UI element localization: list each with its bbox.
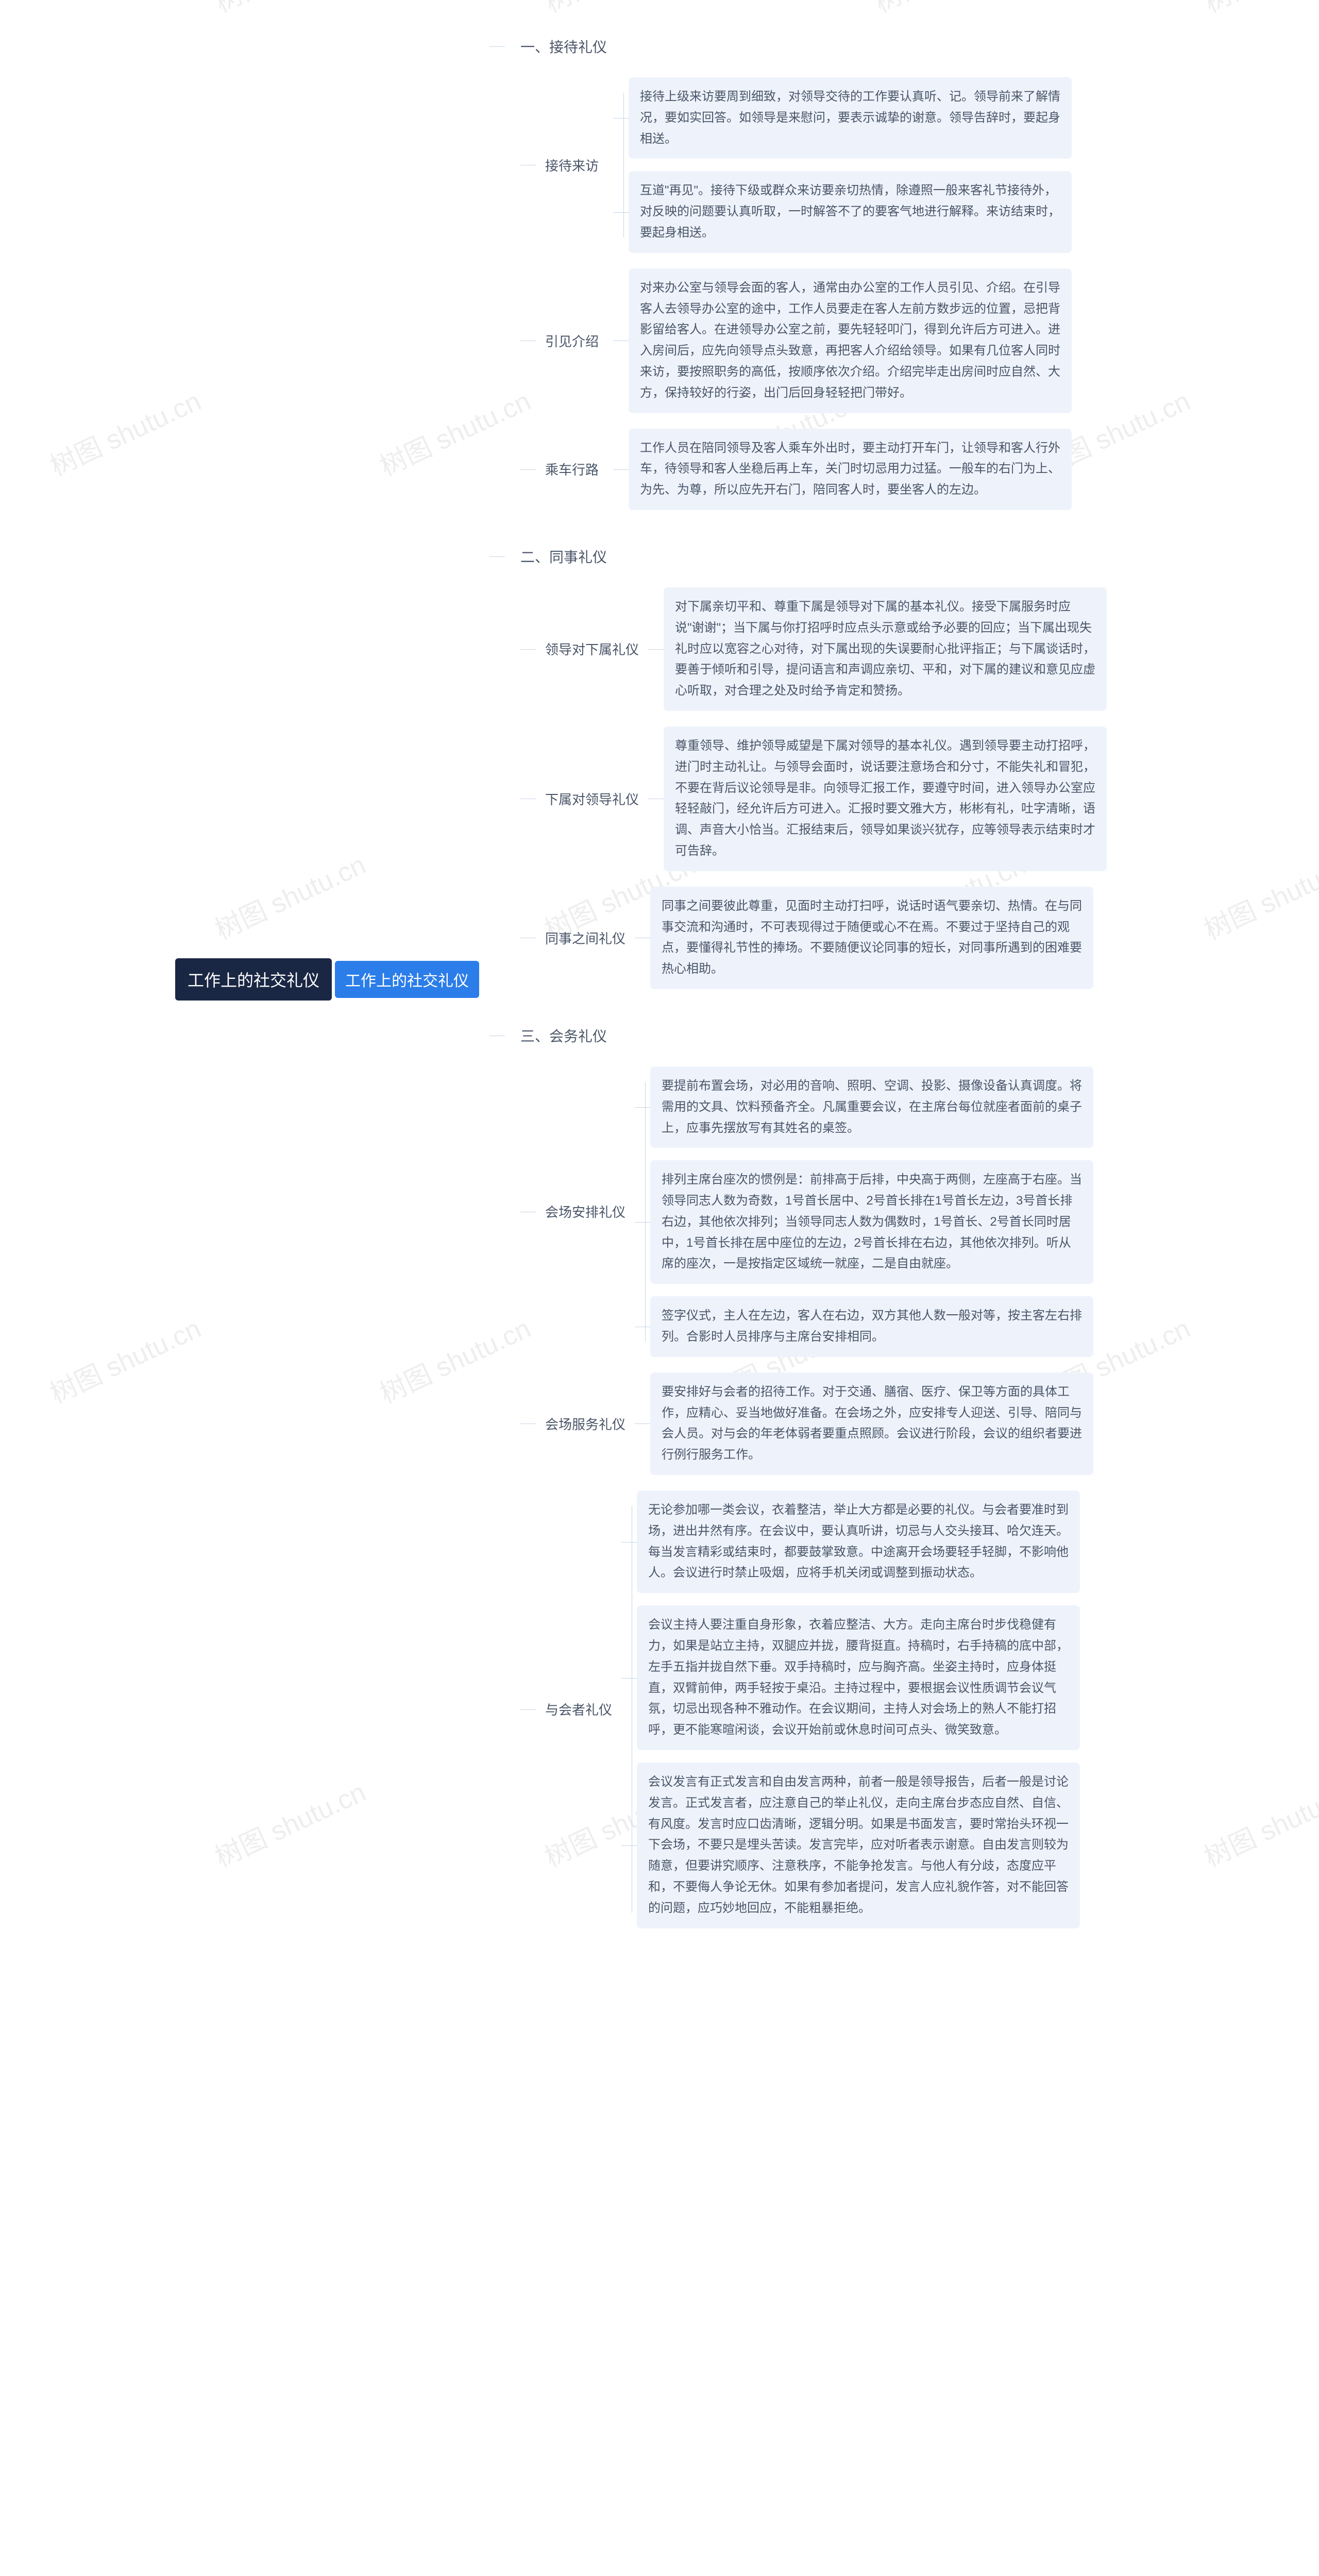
leaf-node[interactable]: 尊重领导、维护领导威望是下属对领导的基本礼仪。遇到领导要主动打招呼，进门时主动礼… xyxy=(664,726,1107,871)
leaves-container: 尊重领导、维护领导威望是下属对领导的基本礼仪。遇到领导要主动打招呼，进门时主动礼… xyxy=(664,726,1107,871)
mindmap-container: 工作上的社交礼仪 工作上的社交礼仪 一、接待礼仪接待来访接待上级来访要周到细致，… xyxy=(175,31,1298,1928)
subsection-label[interactable]: 与会者礼仪 xyxy=(536,1694,621,1724)
sections-container: 一、接待礼仪接待来访接待上级来访要周到细致，对领导交待的工作要认真听、记。领导前… xyxy=(505,31,1298,1928)
subsection-row: 同事之间礼仪同事之间要彼此尊重，见面时主动打扫呼，说话时语气要亲切、热情。在与同… xyxy=(536,887,1298,989)
leaf-node[interactable]: 无论参加哪一类会议，衣着整洁，举止大方都是必要的礼仪。与会者要准时到场，进出井然… xyxy=(637,1490,1080,1593)
subsection-group: 接待来访接待上级来访要周到细致，对领导交待的工作要认真听、记。领导前来了解情况，… xyxy=(536,77,1298,510)
subsection-row: 引见介绍对来办公室与领导会面的客人，通常由办公室的工作人员引见、介绍。在引导客人… xyxy=(536,268,1298,413)
leaves-container: 无论参加哪一类会议，衣着整洁，举止大方都是必要的礼仪。与会者要准时到场，进出井然… xyxy=(637,1490,1080,1928)
subsection-row: 领导对下属礼仪对下属亲切平和、尊重下属是领导对下属的基本礼仪。接受下属服务时应说… xyxy=(536,587,1298,711)
watermark: 树图 shutu.cn xyxy=(867,0,1030,20)
leaves-container: 要提前布置会场，对必用的音响、照明、空调、投影、摄像设备认真调度。将需用的文具、… xyxy=(650,1066,1093,1357)
subsection-group: 领导对下属礼仪对下属亲切平和、尊重下属是领导对下属的基本礼仪。接受下属服务时应说… xyxy=(536,587,1298,989)
subsection-row: 乘车行路工作人员在陪同领导及客人乘车外出时，要主动打开车门，让领导和客人行外车，… xyxy=(536,429,1298,510)
root-wrapper: 工作上的社交礼仪 xyxy=(175,31,332,1928)
leaf-node[interactable]: 对来办公室与领导会面的客人，通常由办公室的工作人员引见、介绍。在引导客人去领导办… xyxy=(629,268,1072,413)
watermark: 树图 shutu.cn xyxy=(208,0,371,20)
level1-node[interactable]: 工作上的社交礼仪 xyxy=(335,961,479,998)
leaf-node[interactable]: 接待上级来访要周到细致，对领导交待的工作要认真听、记。领导前来了解情况，要如实回… xyxy=(629,77,1072,159)
subsection-label[interactable]: 会场服务礼仪 xyxy=(536,1409,635,1438)
leaf-node[interactable]: 要提前布置会场，对必用的音响、照明、空调、投影、摄像设备认真调度。将需用的文具、… xyxy=(650,1066,1093,1148)
leaf-node[interactable]: 要安排好与会者的招待工作。对于交通、膳宿、医疗、保卫等方面的具体工作，应精心、妥… xyxy=(650,1372,1093,1475)
subsection-row: 会场服务礼仪要安排好与会者的招待工作。对于交通、膳宿、医疗、保卫等方面的具体工作… xyxy=(536,1372,1298,1475)
subsection-label[interactable]: 同事之间礼仪 xyxy=(536,923,635,953)
subsection-label[interactable]: 下属对领导礼仪 xyxy=(536,784,648,814)
section-title[interactable]: 一、接待礼仪 xyxy=(505,31,1298,62)
leaf-node[interactable]: 对下属亲切平和、尊重下属是领导对下属的基本礼仪。接受下属服务时应说"谢谢"；当下… xyxy=(664,587,1107,711)
watermark: 树图 shutu.cn xyxy=(1197,0,1319,20)
section: 三、会务礼仪会场安排礼仪 要提前布置会场，对必用的音响、照明、空调、投影、摄像设备… xyxy=(505,1020,1298,1928)
subsection-label[interactable]: 接待来访 xyxy=(536,150,613,180)
subsection-group: 会场安排礼仪 要提前布置会场，对必用的音响、照明、空调、投影、摄像设备认真调度。将… xyxy=(536,1066,1298,1928)
leaves-container: 要安排好与会者的招待工作。对于交通、膳宿、医疗、保卫等方面的具体工作，应精心、妥… xyxy=(650,1372,1093,1475)
leaf-node[interactable]: 会议主持人要注重自身形象，衣着应整洁、大方。走向主席台时步伐稳健有力，如果是站立… xyxy=(637,1605,1080,1750)
leaf-node[interactable]: 会议发言有正式发言和自由发言两种，前者一般是领导报告，后者一般是讨论发言。正式发… xyxy=(637,1762,1080,1928)
subsection-row: 接待来访接待上级来访要周到细致，对领导交待的工作要认真听、记。领导前来了解情况，… xyxy=(536,77,1298,253)
level1-wrapper: 工作上的社交礼仪 xyxy=(335,31,479,1928)
subsection-row: 与会者礼仪 无论参加哪一类会议，衣着整洁，举止大方都是必要的礼仪。与会者要准时到场… xyxy=(536,1490,1298,1928)
leaf-node[interactable]: 工作人员在陪同领导及客人乘车外出时，要主动打开车门，让领导和客人行外车，待领导和… xyxy=(629,429,1072,510)
subsection-row: 下属对领导礼仪尊重领导、维护领导威望是下属对领导的基本礼仪。遇到领导要主动打招呼… xyxy=(536,726,1298,871)
leaves-container: 对来办公室与领导会面的客人，通常由办公室的工作人员引见、介绍。在引导客人去领导办… xyxy=(629,268,1072,413)
leaves-container: 对下属亲切平和、尊重下属是领导对下属的基本礼仪。接受下属服务时应说"谢谢"；当下… xyxy=(664,587,1107,711)
leaf-node[interactable]: 排列主席台座次的惯例是：前排高于后排，中央高于两侧，左座高于右座。当领导同志人数… xyxy=(650,1160,1093,1284)
subsection-label[interactable]: 乘车行路 xyxy=(536,454,613,484)
watermark: 树图 shutu.cn xyxy=(0,0,42,20)
root-node[interactable]: 工作上的社交礼仪 xyxy=(175,958,332,1001)
watermark: 树图 shutu.cn xyxy=(537,0,701,20)
subsection-label[interactable]: 引见介绍 xyxy=(536,326,613,355)
leaf-node[interactable]: 互道"再见"。接待下级或群众来访要亲切热情，除遵照一般来客礼节接待外，对反映的问… xyxy=(629,171,1072,252)
leaves-container: 同事之间要彼此尊重，见面时主动打扫呼，说话时语气要亲切、热情。在与同事交流和沟通… xyxy=(650,887,1093,989)
section: 一、接待礼仪接待来访接待上级来访要周到细致，对领导交待的工作要认真听、记。领导前… xyxy=(505,31,1298,510)
leaves-container: 工作人员在陪同领导及客人乘车外出时，要主动打开车门，让领导和客人行外车，待领导和… xyxy=(629,429,1072,510)
subsection-label[interactable]: 领导对下属礼仪 xyxy=(536,634,648,664)
leaf-node[interactable]: 同事之间要彼此尊重，见面时主动打扫呼，说话时语气要亲切、热情。在与同事交流和沟通… xyxy=(650,887,1093,989)
section-title[interactable]: 三、会务礼仪 xyxy=(505,1020,1298,1051)
subsection-row: 会场安排礼仪 要提前布置会场，对必用的音响、照明、空调、投影、摄像设备认真调度。将… xyxy=(536,1066,1298,1357)
subsection-label[interactable]: 会场安排礼仪 xyxy=(536,1197,635,1226)
section-title[interactable]: 二、同事礼仪 xyxy=(505,541,1298,572)
leaf-node[interactable]: 签字仪式，主人在左边，客人在右边，双方其他人数一般对等，按主客左右排列。合影时人… xyxy=(650,1296,1093,1357)
section: 二、同事礼仪领导对下属礼仪对下属亲切平和、尊重下属是领导对下属的基本礼仪。接受下… xyxy=(505,541,1298,989)
leaves-container: 接待上级来访要周到细致，对领导交待的工作要认真听、记。领导前来了解情况，要如实回… xyxy=(629,77,1072,253)
